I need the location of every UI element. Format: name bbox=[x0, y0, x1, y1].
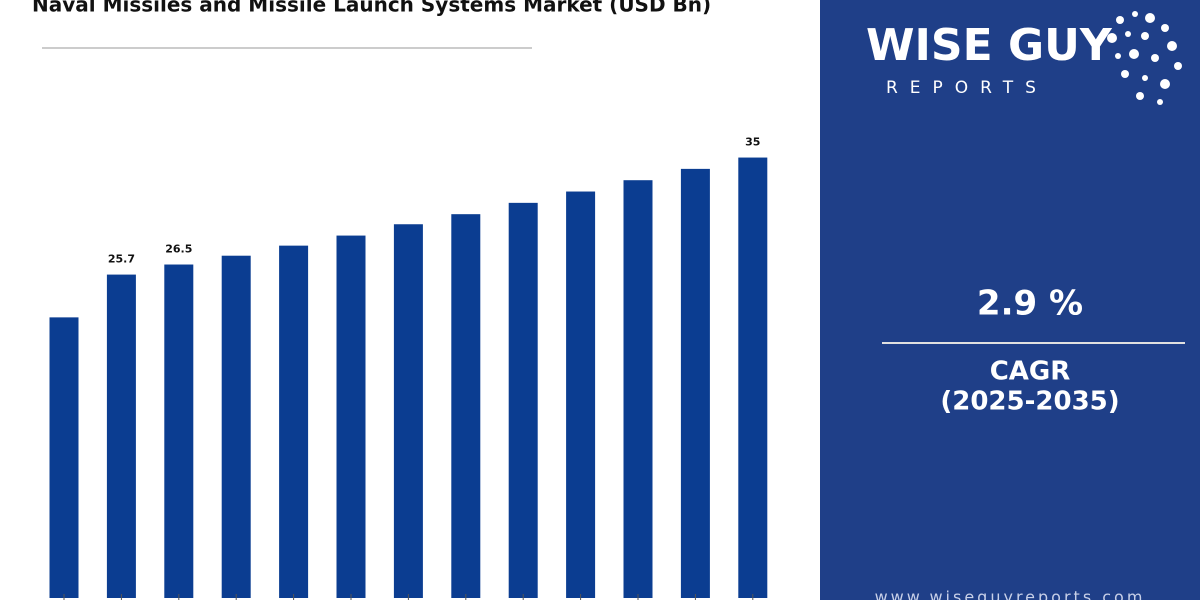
bar bbox=[221, 255, 251, 598]
cagr-period: (2025-2035) bbox=[940, 387, 1119, 417]
logo-title: WISE GUY bbox=[866, 20, 1113, 71]
value-label: 25.7 bbox=[108, 253, 135, 266]
bar bbox=[738, 157, 768, 598]
logo-subtitle: REPORTS bbox=[886, 78, 1048, 98]
bar bbox=[623, 180, 653, 598]
url: www.wiseguyreports.com bbox=[875, 588, 1146, 600]
bar bbox=[164, 264, 194, 598]
side-panel bbox=[820, 0, 1200, 600]
bars: 25.7 26.5 35 bbox=[49, 136, 768, 600]
cagr-value: 2.9 % bbox=[977, 284, 1083, 324]
bar bbox=[451, 214, 481, 598]
chart-title: Naval Missiles and Missile Launch System… bbox=[32, 0, 711, 17]
bar bbox=[508, 202, 538, 598]
logo-icon bbox=[1107, 11, 1182, 105]
value-label: 35 bbox=[745, 136, 760, 149]
bar bbox=[393, 224, 423, 598]
bar bbox=[49, 317, 79, 598]
value-label: 26.5 bbox=[165, 243, 192, 256]
cagr-label: CAGR bbox=[990, 357, 1071, 387]
bar bbox=[336, 235, 366, 598]
bar bbox=[106, 274, 136, 598]
bar bbox=[279, 245, 309, 598]
bar bbox=[566, 191, 596, 599]
bar bbox=[680, 168, 710, 598]
